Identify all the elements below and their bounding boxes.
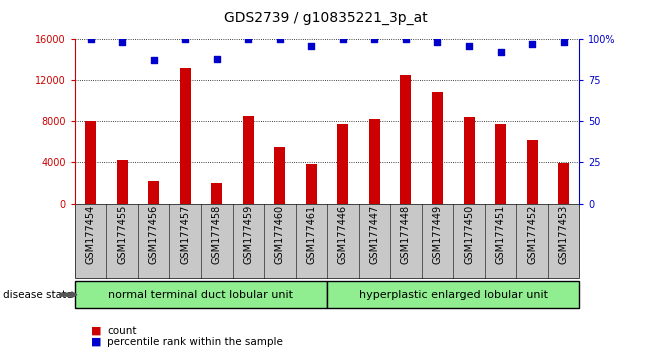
Point [180,36,191,42]
Bar [400,75,411,204]
Bar [495,124,506,204]
Point [275,36,285,42]
Point [369,36,380,42]
Bar [85,121,96,204]
Point [464,43,474,48]
Point [148,57,159,63]
Point [212,56,222,62]
Text: hyperplastic enlarged lobular unit: hyperplastic enlarged lobular unit [359,290,547,300]
Text: normal terminal duct lobular unit: normal terminal duct lobular unit [109,290,294,300]
Text: ■: ■ [91,337,102,347]
Bar [337,124,348,204]
Point [117,39,128,45]
Bar [432,92,443,204]
Point [338,36,348,42]
Point [432,39,443,45]
Text: count: count [107,326,137,336]
Point [559,39,569,45]
Bar [243,116,254,204]
Bar [558,164,569,204]
Text: ■: ■ [91,326,102,336]
Bar [369,119,380,204]
Text: GDS2739 / g10835221_3p_at: GDS2739 / g10835221_3p_at [224,11,427,25]
Point [401,36,411,42]
Bar [211,183,222,204]
Point [243,36,253,42]
Bar [274,147,285,204]
Bar [306,165,317,204]
Bar [527,140,538,204]
Bar [180,68,191,204]
Bar [464,117,475,204]
Point [495,49,506,55]
Text: disease state: disease state [3,290,73,300]
Point [85,36,96,42]
Bar [148,181,159,204]
Text: percentile rank within the sample: percentile rank within the sample [107,337,283,347]
Bar [117,160,128,204]
Point [306,43,316,48]
Point [527,41,537,47]
